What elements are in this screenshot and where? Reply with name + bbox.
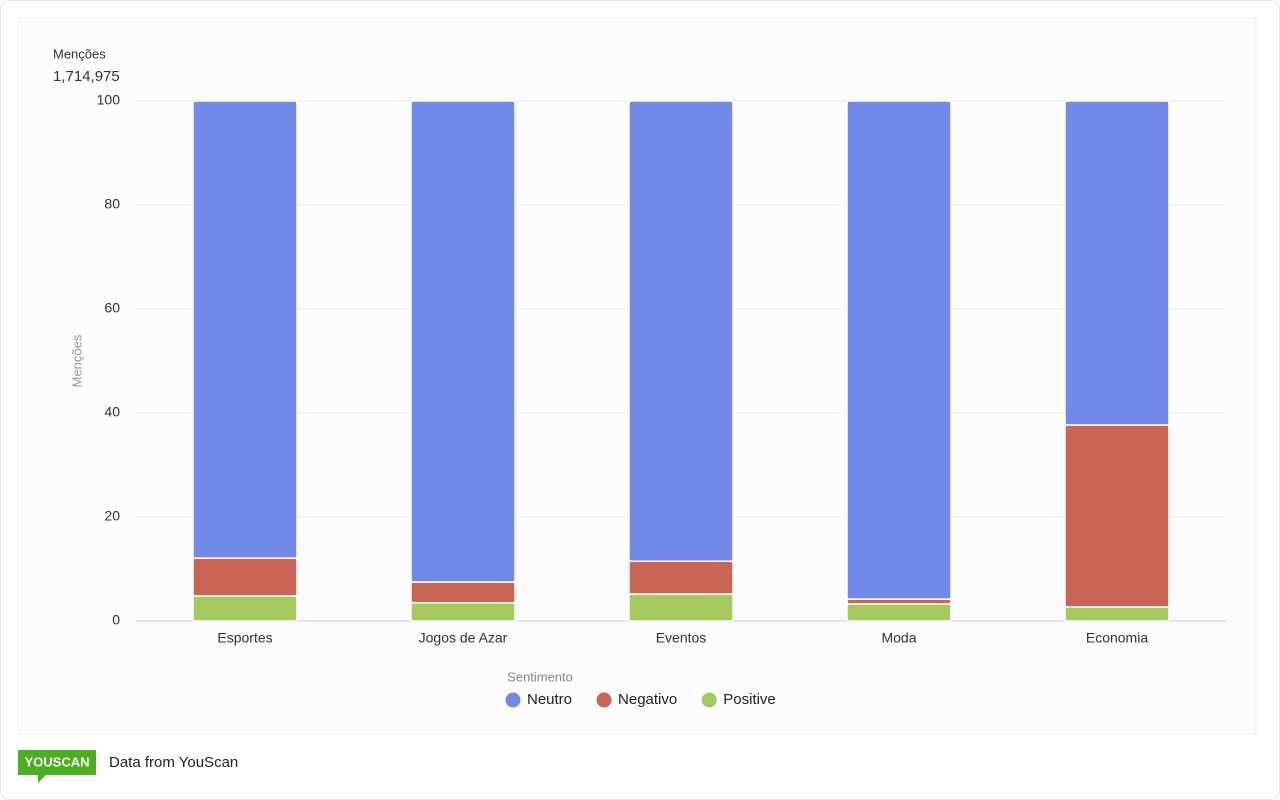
legend-swatch: [701, 692, 717, 708]
bar-segment: [410, 602, 516, 622]
y-tick-label: 100: [97, 92, 121, 108]
logo-tail: [38, 775, 46, 783]
logo-bg: [18, 750, 96, 775]
chart-title: Menções: [53, 46, 106, 61]
bar-segment: [192, 557, 298, 597]
bar-segment: [628, 560, 734, 595]
bar-segment: [628, 100, 734, 562]
legend-label: Neutro: [527, 691, 572, 708]
legend-label: Positive: [723, 691, 776, 708]
y-axis-label: Menções: [69, 334, 84, 387]
x-tick-label: Esportes: [217, 630, 272, 646]
x-tick-label: Moda: [881, 630, 916, 646]
bar-segment: [846, 603, 952, 622]
y-tick-label: 60: [104, 300, 120, 316]
bar-segment: [1064, 424, 1170, 608]
x-tick-label: Jogos de Azar: [419, 630, 508, 646]
bar-segment: [1064, 606, 1170, 622]
total: 1,714,975: [53, 68, 120, 85]
bar-segment: [410, 581, 516, 604]
bar-segment: [410, 100, 516, 583]
bar-segment: [192, 595, 298, 622]
legend-label: Negativo: [618, 691, 677, 708]
legend: Neutro Negativo Positive: [505, 691, 776, 708]
bar-segment: [846, 100, 952, 600]
logo: YOUSCAN: [24, 754, 89, 769]
legend-title: Sentimento: [507, 669, 573, 684]
x-tick-label: Economia: [1086, 630, 1148, 646]
y-tick-label: 40: [104, 404, 120, 420]
y-tick-label: 20: [104, 508, 120, 524]
bar-segment: [192, 100, 298, 559]
bar-segment: [628, 593, 734, 622]
legend-swatch: [596, 692, 612, 708]
y-tick-label: 0: [112, 612, 120, 628]
x-tick-label: Eventos: [656, 630, 707, 646]
bar-segment: [1064, 100, 1170, 426]
y-tick-label: 80: [104, 196, 120, 212]
footer-text: Data from YouScan: [109, 754, 238, 771]
legend-swatch: [505, 692, 521, 708]
